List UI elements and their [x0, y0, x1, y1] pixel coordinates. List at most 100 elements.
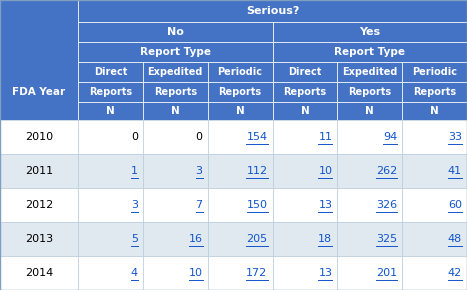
- Text: 326: 326: [376, 200, 397, 210]
- Text: 10: 10: [318, 166, 333, 176]
- Bar: [208, 120, 273, 154]
- Bar: [0, 256, 78, 290]
- Text: 4: 4: [131, 268, 138, 278]
- Text: 33: 33: [448, 132, 462, 142]
- Text: Serious?: Serious?: [246, 6, 299, 16]
- Bar: [143, 82, 208, 102]
- Bar: [208, 222, 273, 256]
- Text: 42: 42: [448, 268, 462, 278]
- Text: 2012: 2012: [25, 200, 53, 210]
- Text: N: N: [106, 106, 115, 116]
- Text: Yes: Yes: [359, 27, 380, 37]
- Text: Reports: Reports: [283, 87, 326, 97]
- Bar: [273, 62, 337, 82]
- Bar: [143, 102, 208, 120]
- Text: Report Type: Report Type: [140, 47, 211, 57]
- Text: 16: 16: [189, 234, 203, 244]
- Text: 11: 11: [318, 132, 333, 142]
- Text: 0: 0: [196, 132, 203, 142]
- Text: 112: 112: [247, 166, 268, 176]
- Bar: [78, 0, 467, 22]
- Text: Expedited: Expedited: [342, 67, 397, 77]
- Text: Periodic: Periodic: [412, 67, 457, 77]
- Bar: [273, 82, 337, 102]
- Text: N: N: [365, 106, 374, 116]
- Bar: [78, 120, 143, 154]
- Bar: [337, 222, 402, 256]
- Text: 48: 48: [448, 234, 462, 244]
- Bar: [402, 188, 467, 222]
- Bar: [273, 120, 337, 154]
- Text: Reports: Reports: [154, 87, 197, 97]
- Text: No: No: [167, 27, 184, 37]
- Bar: [208, 188, 273, 222]
- Text: Periodic: Periodic: [218, 67, 262, 77]
- Text: 7: 7: [196, 200, 203, 210]
- Bar: [402, 154, 467, 188]
- Text: 10: 10: [189, 268, 203, 278]
- Bar: [78, 188, 143, 222]
- Bar: [337, 154, 402, 188]
- Bar: [208, 102, 273, 120]
- Bar: [78, 102, 143, 120]
- Text: Expedited: Expedited: [148, 67, 203, 77]
- Bar: [143, 154, 208, 188]
- Bar: [337, 256, 402, 290]
- Bar: [402, 120, 467, 154]
- Text: 150: 150: [247, 200, 268, 210]
- Bar: [273, 222, 337, 256]
- Text: 94: 94: [383, 132, 397, 142]
- Text: 2013: 2013: [25, 234, 53, 244]
- Bar: [337, 62, 402, 82]
- Text: 41: 41: [448, 166, 462, 176]
- Bar: [78, 222, 143, 256]
- Text: Reports: Reports: [219, 87, 262, 97]
- Bar: [78, 82, 143, 102]
- Bar: [337, 102, 402, 120]
- Text: 3: 3: [196, 166, 203, 176]
- Text: Direct: Direct: [288, 67, 322, 77]
- Text: 2011: 2011: [25, 166, 53, 176]
- Bar: [402, 222, 467, 256]
- Bar: [208, 62, 273, 82]
- Bar: [402, 102, 467, 120]
- Bar: [143, 120, 208, 154]
- Text: 13: 13: [318, 268, 333, 278]
- Text: 201: 201: [376, 268, 397, 278]
- Text: FDA Year: FDA Year: [13, 87, 65, 97]
- Bar: [78, 62, 143, 82]
- Text: 262: 262: [376, 166, 397, 176]
- Text: 13: 13: [318, 200, 333, 210]
- Text: 154: 154: [247, 132, 268, 142]
- Text: Reports: Reports: [413, 87, 456, 97]
- Text: 205: 205: [247, 234, 268, 244]
- Text: 325: 325: [376, 234, 397, 244]
- Text: 60: 60: [448, 200, 462, 210]
- Bar: [78, 22, 273, 42]
- Bar: [78, 154, 143, 188]
- Text: Report Type: Report Type: [334, 47, 405, 57]
- Bar: [337, 120, 402, 154]
- Bar: [143, 222, 208, 256]
- Bar: [0, 188, 78, 222]
- Text: 18: 18: [318, 234, 333, 244]
- Bar: [273, 188, 337, 222]
- Bar: [402, 82, 467, 102]
- Text: 0: 0: [131, 132, 138, 142]
- Bar: [402, 62, 467, 82]
- Bar: [0, 120, 78, 154]
- Text: 172: 172: [246, 268, 268, 278]
- Text: Reports: Reports: [89, 87, 132, 97]
- Bar: [0, 222, 78, 256]
- Bar: [143, 62, 208, 82]
- Bar: [337, 188, 402, 222]
- Text: N: N: [301, 106, 309, 116]
- Text: Reports: Reports: [348, 87, 391, 97]
- Bar: [337, 82, 402, 102]
- Bar: [208, 82, 273, 102]
- Text: N: N: [430, 106, 439, 116]
- Text: 1: 1: [131, 166, 138, 176]
- Bar: [208, 154, 273, 188]
- Bar: [273, 42, 467, 62]
- Text: 2010: 2010: [25, 132, 53, 142]
